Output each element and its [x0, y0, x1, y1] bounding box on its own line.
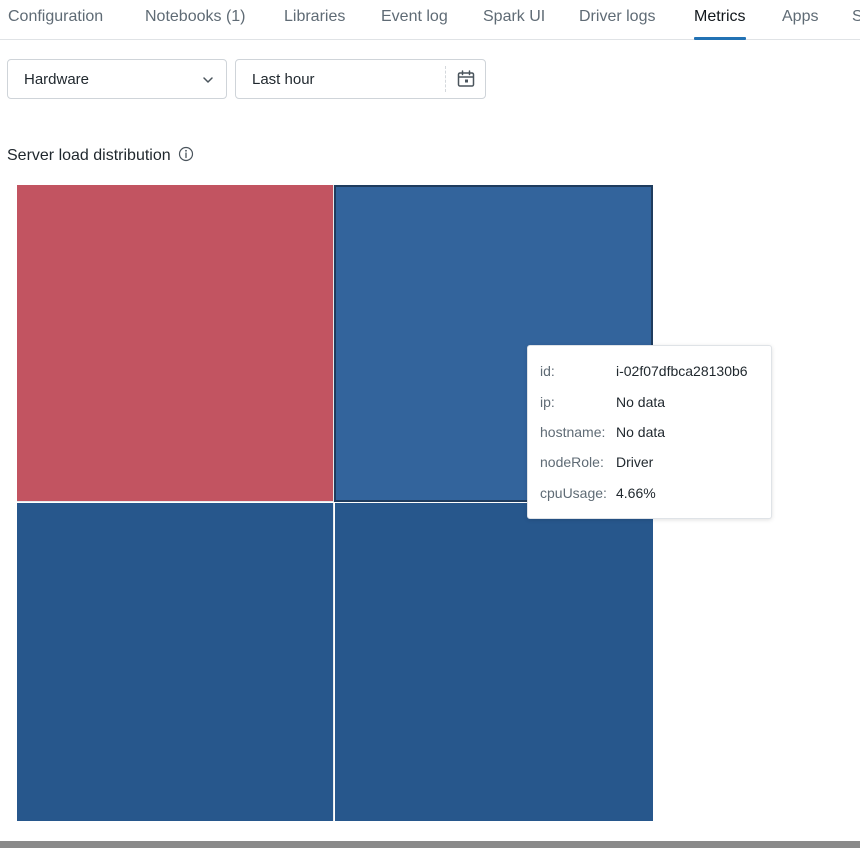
- time-range-picker[interactable]: Last hour: [235, 59, 486, 99]
- tab-event-log[interactable]: Event log: [381, 8, 448, 25]
- tooltip-key: cpuUsage:: [540, 485, 607, 501]
- tab-driver-logs[interactable]: Driver logs: [579, 8, 656, 25]
- chart-title: Server load distribution: [7, 146, 194, 165]
- tab-bar: Configuration Notebooks (1) Libraries Ev…: [0, 0, 860, 40]
- tab-configuration[interactable]: Configuration: [8, 8, 104, 25]
- treemap-cell[interactable]: [17, 185, 334, 502]
- tab-notebooks[interactable]: Notebooks (1): [145, 8, 246, 25]
- tooltip-value: i-02f07dfbca28130b6: [616, 363, 748, 379]
- tooltip-value: No data: [616, 394, 666, 410]
- info-icon[interactable]: [178, 146, 194, 162]
- treemap-cell[interactable]: [17, 503, 334, 821]
- treemap-cell[interactable]: [335, 503, 653, 821]
- tab-spark-ui[interactable]: Spark UI: [483, 8, 546, 25]
- time-range-value: Last hour: [252, 71, 315, 88]
- calendar-icon[interactable]: [456, 69, 476, 89]
- tab-libraries[interactable]: Libraries: [284, 8, 346, 25]
- node-tooltip: id: i-02f07dfbca28130b6 ip: No data host…: [527, 345, 772, 519]
- metric-type-value: Hardware: [24, 71, 90, 88]
- tab-apps[interactable]: Apps: [782, 8, 819, 25]
- divider: [445, 66, 447, 92]
- tooltip-value: 4.66%: [616, 485, 656, 501]
- tab-overflow[interactable]: S: [852, 8, 860, 25]
- tooltip-key: ip:: [540, 394, 555, 410]
- chart-title-text: Server load distribution: [7, 147, 171, 164]
- chevron-down-icon: [203, 77, 213, 83]
- tooltip-key: hostname:: [540, 424, 606, 440]
- tab-metrics[interactable]: Metrics: [694, 8, 746, 40]
- tooltip-value: Driver: [616, 454, 654, 470]
- tooltip-value: No data: [616, 424, 666, 440]
- tooltip-key: id:: [540, 363, 555, 379]
- metric-type-select[interactable]: Hardware: [7, 59, 227, 99]
- tooltip-key: nodeRole:: [540, 454, 604, 470]
- horizontal-scrollbar[interactable]: [0, 841, 860, 848]
